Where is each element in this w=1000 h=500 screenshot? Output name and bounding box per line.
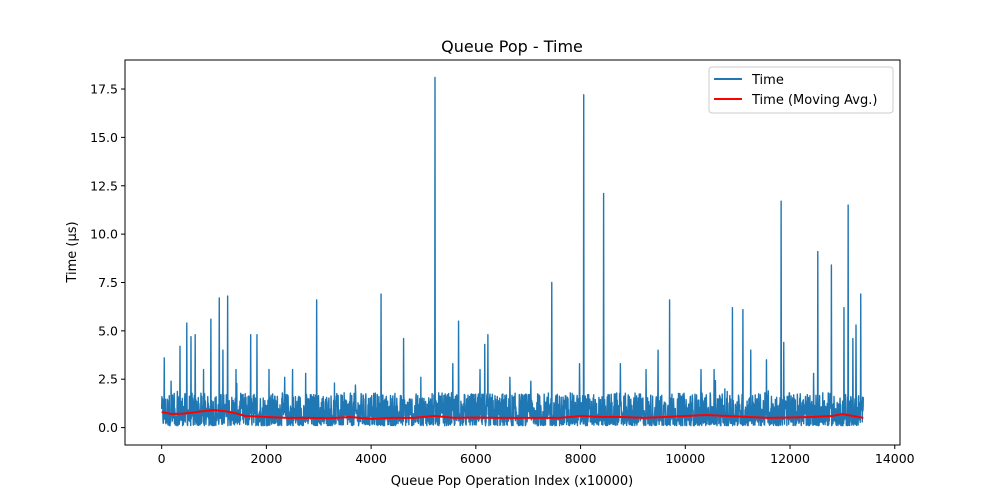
legend-frame [708, 66, 894, 114]
y-tick-label: 10.0 [90, 227, 118, 242]
y-tick-label: 5.0 [98, 323, 118, 338]
x-axis: 0 2000 4000 6000 8000 10000 12000 14000 [158, 445, 915, 466]
x-tick-label: 0 [158, 451, 166, 466]
plot-area [160, 76, 865, 427]
y-tick-label: 2.5 [98, 372, 118, 387]
y-tick-label: 17.5 [90, 82, 118, 97]
x-tick-label: 2000 [250, 451, 282, 466]
x-tick-label: 4000 [355, 451, 387, 466]
y-tick-label: 0.0 [98, 420, 118, 435]
plot-frame [124, 59, 901, 446]
y-axis: 0.0 2.5 5.0 7.5 10.0 12.5 15.0 17.5 [90, 82, 125, 435]
x-tick-label: 6000 [460, 451, 492, 466]
series-line-moving-avg [161, 409, 864, 420]
x-tick-label: 14000 [875, 451, 915, 466]
x-tick-label: 12000 [770, 451, 810, 466]
chart-title: Queue Pop - Time [441, 37, 583, 56]
legend-label-time: Time [751, 73, 784, 88]
x-tick-label: 8000 [565, 451, 597, 466]
y-tick-label: 7.5 [98, 275, 118, 290]
y-tick-label: 15.0 [90, 130, 118, 145]
x-tick-label: 10000 [665, 451, 705, 466]
y-tick-label: 12.5 [90, 178, 118, 193]
y-axis-label: Time (µs) [65, 221, 80, 283]
x-axis-label: Queue Pop Operation Index (x10000) [391, 474, 634, 489]
legend-label-moving-avg: Time (Moving Avg.) [751, 93, 877, 108]
legend: Time Time (Moving Avg.) [708, 66, 894, 114]
